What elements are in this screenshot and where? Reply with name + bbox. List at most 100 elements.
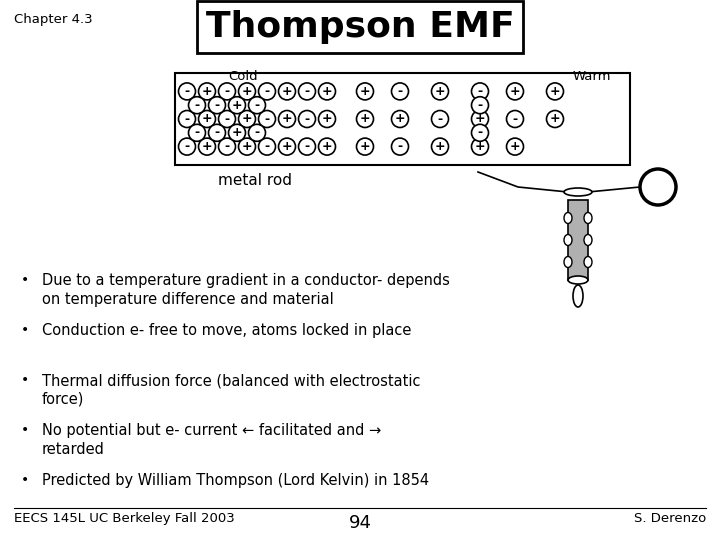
Text: -: - xyxy=(254,126,260,139)
Circle shape xyxy=(472,111,488,127)
Text: +: + xyxy=(360,140,370,153)
Ellipse shape xyxy=(584,213,592,224)
Text: -: - xyxy=(215,99,220,112)
Text: -: - xyxy=(477,85,482,98)
Ellipse shape xyxy=(573,285,583,307)
Circle shape xyxy=(506,138,523,155)
Circle shape xyxy=(546,83,564,100)
Text: -: - xyxy=(184,112,189,125)
Text: +: + xyxy=(510,140,521,153)
Circle shape xyxy=(179,111,196,127)
Circle shape xyxy=(431,111,449,127)
Text: -: - xyxy=(305,140,310,153)
Circle shape xyxy=(318,83,336,100)
Circle shape xyxy=(392,111,408,127)
Circle shape xyxy=(248,124,266,141)
Text: -: - xyxy=(305,85,310,98)
Circle shape xyxy=(431,83,449,100)
Circle shape xyxy=(472,83,488,100)
Text: No potential but e- current ← facilitated and →
retarded: No potential but e- current ← facilitate… xyxy=(42,423,382,457)
Text: +: + xyxy=(202,112,212,125)
Circle shape xyxy=(209,124,225,141)
Text: -: - xyxy=(215,126,220,139)
Text: +: + xyxy=(202,85,212,98)
Circle shape xyxy=(431,138,449,155)
Circle shape xyxy=(640,169,676,205)
Circle shape xyxy=(356,111,374,127)
Circle shape xyxy=(279,111,295,127)
Text: Chapter 4.3: Chapter 4.3 xyxy=(14,13,93,26)
Text: +: + xyxy=(232,99,243,112)
Text: -: - xyxy=(194,99,199,112)
Text: S. Derenzo: S. Derenzo xyxy=(634,512,706,525)
Text: -: - xyxy=(184,85,189,98)
Circle shape xyxy=(199,138,215,155)
Text: •: • xyxy=(21,423,29,437)
Text: -: - xyxy=(194,126,199,139)
Text: -: - xyxy=(264,112,269,125)
Text: •: • xyxy=(21,473,29,487)
Bar xyxy=(568,200,588,280)
Text: -: - xyxy=(254,99,260,112)
Circle shape xyxy=(279,138,295,155)
Ellipse shape xyxy=(564,234,572,246)
Text: -: - xyxy=(305,112,310,125)
Text: -: - xyxy=(438,112,443,125)
Circle shape xyxy=(318,138,336,155)
Text: +: + xyxy=(360,85,370,98)
Text: +: + xyxy=(322,112,333,125)
Circle shape xyxy=(258,83,276,100)
Circle shape xyxy=(218,83,235,100)
Text: +: + xyxy=(282,140,292,153)
Text: +: + xyxy=(474,140,485,153)
Text: +: + xyxy=(322,85,333,98)
Circle shape xyxy=(299,111,315,127)
Ellipse shape xyxy=(564,256,572,267)
Ellipse shape xyxy=(564,188,592,196)
Text: -: - xyxy=(397,140,402,153)
Text: +: + xyxy=(232,126,243,139)
Circle shape xyxy=(356,83,374,100)
Text: +: + xyxy=(549,85,560,98)
Text: +: + xyxy=(322,140,333,153)
Text: +: + xyxy=(242,112,252,125)
Text: Conduction e- free to move, atoms locked in place: Conduction e- free to move, atoms locked… xyxy=(42,323,411,338)
Text: Warm: Warm xyxy=(572,70,611,83)
Text: +: + xyxy=(360,112,370,125)
Text: Cold: Cold xyxy=(228,70,258,83)
Circle shape xyxy=(472,138,488,155)
Circle shape xyxy=(506,83,523,100)
Text: +: + xyxy=(435,85,445,98)
Circle shape xyxy=(258,111,276,127)
Text: -: - xyxy=(264,85,269,98)
Circle shape xyxy=(647,176,669,198)
Circle shape xyxy=(199,111,215,127)
Circle shape xyxy=(218,138,235,155)
Text: -: - xyxy=(477,99,482,112)
Text: -: - xyxy=(225,112,230,125)
Text: •: • xyxy=(21,323,29,337)
Circle shape xyxy=(238,138,256,155)
Text: •: • xyxy=(21,273,29,287)
Text: 94: 94 xyxy=(348,514,372,532)
Circle shape xyxy=(238,83,256,100)
Text: -: - xyxy=(225,85,230,98)
Text: EECS 145L UC Berkeley Fall 2003: EECS 145L UC Berkeley Fall 2003 xyxy=(14,512,235,525)
Circle shape xyxy=(506,111,523,127)
Circle shape xyxy=(209,97,225,114)
Text: +: + xyxy=(549,112,560,125)
Text: -: - xyxy=(513,112,518,125)
Text: +: + xyxy=(282,112,292,125)
Circle shape xyxy=(189,97,205,114)
Bar xyxy=(175,73,630,165)
Circle shape xyxy=(228,97,246,114)
Circle shape xyxy=(392,138,408,155)
Circle shape xyxy=(318,111,336,127)
Ellipse shape xyxy=(564,213,572,224)
Circle shape xyxy=(356,138,374,155)
Circle shape xyxy=(392,83,408,100)
Text: Predicted by William Thompson (Lord Kelvin) in 1854: Predicted by William Thompson (Lord Kelv… xyxy=(42,473,429,488)
Circle shape xyxy=(199,83,215,100)
Ellipse shape xyxy=(584,256,592,267)
Text: +: + xyxy=(510,85,521,98)
